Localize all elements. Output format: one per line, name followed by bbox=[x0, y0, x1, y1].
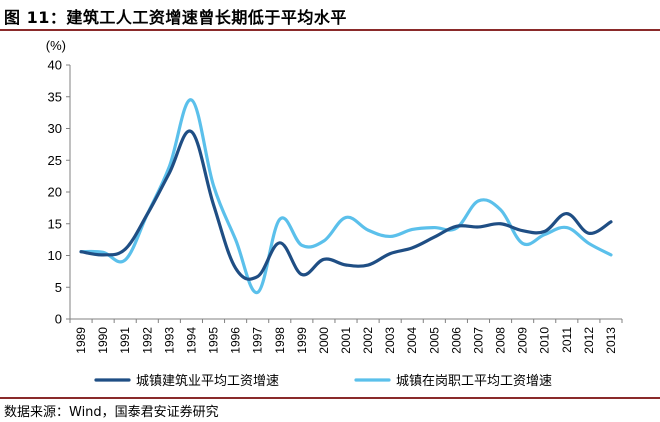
y-tick-label: 15 bbox=[48, 216, 62, 231]
y-tick-label: 5 bbox=[55, 280, 62, 295]
x-tick-label: 2011 bbox=[560, 327, 574, 353]
x-tick-label: 1997 bbox=[251, 327, 265, 354]
x-tick-label: 1990 bbox=[96, 327, 110, 354]
x-tick-label: 1993 bbox=[162, 327, 176, 354]
line-chart: (%) 0 5 10 15 20 25 30 35 40 1989 1990 1991 1992 1993 1… bbox=[46, 38, 623, 389]
x-tick-label: 2009 bbox=[516, 327, 530, 354]
source-note: 数据来源：Wind，国泰君安证券研究 bbox=[4, 405, 219, 420]
x-tick-label: 1992 bbox=[140, 327, 154, 354]
x-tick-label: 2004 bbox=[405, 327, 419, 354]
legend-label: 城镇建筑业平均工资增速 bbox=[136, 373, 279, 389]
y-tick-label: 10 bbox=[48, 248, 62, 263]
y-tick-label: 40 bbox=[48, 58, 62, 73]
y-tick-label: 35 bbox=[48, 89, 62, 104]
legend-label: 城镇在岗职工平均工资增速 bbox=[396, 374, 552, 389]
x-tick-label: 2003 bbox=[383, 327, 397, 354]
y-tick-label: 20 bbox=[48, 185, 62, 200]
y-axis-unit-label: (%) bbox=[46, 38, 66, 53]
x-tick-label: 2000 bbox=[317, 327, 331, 354]
x-tick-label: 1999 bbox=[295, 327, 309, 354]
x-tick-label: 1995 bbox=[207, 327, 221, 354]
x-tick-label: 1998 bbox=[273, 327, 287, 354]
y-tick-label: 0 bbox=[55, 312, 62, 327]
x-tick-label: 2013 bbox=[604, 327, 618, 354]
x-tick-label: 2010 bbox=[538, 327, 552, 354]
series-line-construction-wage-growth bbox=[79, 129, 613, 281]
y-tick-label: 30 bbox=[48, 121, 62, 136]
series-line-urban-employee-wage-growth bbox=[79, 98, 613, 294]
x-tick-label: 2006 bbox=[449, 327, 463, 354]
title-divider bbox=[0, 29, 660, 31]
x-tick-label: 2012 bbox=[582, 327, 596, 354]
x-tick-label: 2002 bbox=[361, 327, 375, 354]
x-tick-label: 2007 bbox=[471, 327, 485, 354]
x-tick-label: 1991 bbox=[118, 327, 132, 354]
x-tick-label: 1994 bbox=[184, 327, 198, 354]
x-tick-label: 1989 bbox=[74, 327, 88, 354]
x-tick-label: 2005 bbox=[427, 327, 441, 354]
x-tick-label: 1996 bbox=[229, 327, 243, 354]
chart-title: 图 11：建筑工人工资增速曾长期低于平均水平 bbox=[4, 8, 347, 27]
source-divider bbox=[0, 397, 660, 399]
x-tick-label: 2001 bbox=[339, 327, 353, 354]
x-tick-label: 2008 bbox=[494, 327, 508, 354]
y-tick-label: 25 bbox=[48, 153, 62, 168]
